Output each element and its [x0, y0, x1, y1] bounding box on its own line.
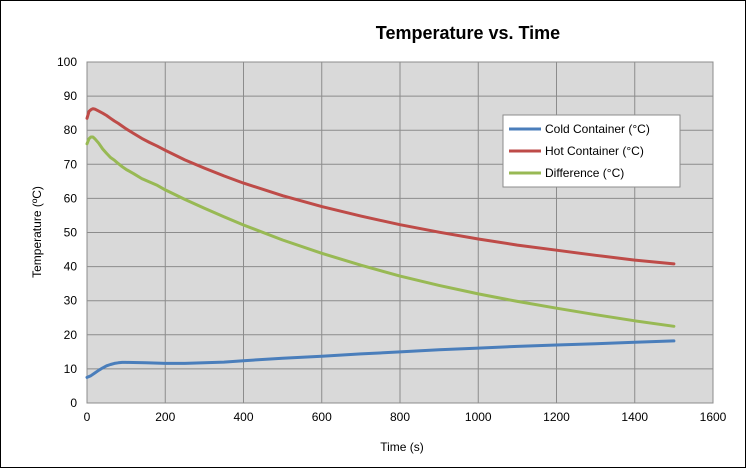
y-tick-label: 60 [64, 191, 78, 205]
y-tick-label: 80 [64, 123, 78, 137]
y-tick-label: 50 [64, 226, 78, 240]
x-tick-label: 800 [390, 410, 410, 424]
y-tick-label: 40 [64, 260, 78, 274]
x-tick-label: 0 [84, 410, 91, 424]
y-tick-label: 100 [57, 55, 77, 69]
y-tick-label: 0 [70, 396, 77, 410]
x-tick-label: 1400 [621, 410, 648, 424]
y-tick-label: 30 [64, 294, 78, 308]
y-tick-label: 90 [64, 89, 78, 103]
y-tick-label: 20 [64, 328, 78, 342]
x-axis-title: Time (s) [380, 440, 424, 454]
y-axis-title: Temperature (ºC) [30, 186, 44, 278]
x-tick-label: 1000 [465, 410, 492, 424]
x-tick-label: 1200 [543, 410, 570, 424]
legend-label-1: Hot Container (°C) [545, 144, 644, 158]
legend-label-0: Cold Container (°C) [545, 122, 650, 136]
series-line-1 [85, 107, 676, 266]
legend: Cold Container (°C) Hot Container (°C) Dif… [502, 114, 681, 188]
x-tick-label: 1600 [700, 410, 727, 424]
gridlines [86, 61, 714, 404]
x-tick-label: 200 [155, 410, 175, 424]
x-tick-label: 400 [233, 410, 253, 424]
y-tick-label: 10 [64, 362, 78, 376]
chart-title: Temperature vs. Time [376, 23, 560, 43]
series-lines [85, 107, 676, 379]
y-tick-label: 70 [64, 157, 78, 171]
legend-label-2: Difference (°C) [545, 166, 624, 180]
x-tick-label: 600 [312, 410, 332, 424]
series-line-2 [85, 135, 676, 328]
series-line-0 [85, 339, 676, 379]
